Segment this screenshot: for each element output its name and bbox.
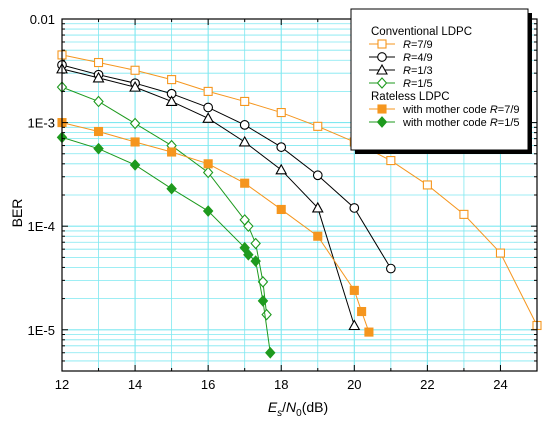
series-line [61, 136, 271, 353]
data-point [261, 308, 272, 321]
series-3 [56, 81, 272, 321]
tick-layer: 12 14 16 18 20 22 24 0.01 1E-3 1E-4 1E-5 [28, 12, 538, 392]
data-point [349, 203, 360, 213]
data-point [422, 180, 432, 190]
legend-marker [376, 116, 388, 128]
series-1 [57, 60, 396, 274]
y-tick-label: 1E-3 [28, 116, 55, 131]
data-point [129, 80, 142, 92]
data-point [243, 248, 254, 261]
data-point [93, 95, 104, 108]
data-point [385, 263, 396, 274]
x-axis-label-unit: (dB) [302, 399, 328, 415]
x-axis-label-slash: / [282, 399, 286, 415]
data-point [129, 117, 141, 130]
legend-marker [377, 52, 387, 62]
data-point [203, 102, 214, 113]
data-point [349, 285, 359, 295]
data-point [93, 142, 104, 155]
data-point [130, 65, 140, 75]
data-point [240, 96, 250, 106]
data-point [276, 204, 286, 215]
data-point [129, 159, 141, 171]
x-tick-label: 18 [274, 377, 288, 392]
data-point [93, 126, 104, 137]
legend-label: R=4/9 [403, 52, 433, 64]
x-tick-label: 22 [420, 377, 434, 392]
data-point [166, 182, 177, 195]
data-point [459, 209, 469, 219]
x-axis-label-n: N [286, 399, 297, 415]
data-point [130, 137, 140, 147]
data-point [167, 147, 177, 157]
legend-marker [376, 63, 388, 75]
legend-label: R=1/3 [403, 65, 433, 77]
x-tick-label: 14 [128, 377, 142, 392]
data-point [312, 170, 323, 181]
data-point [386, 156, 396, 166]
y-axis-label: BER [9, 199, 25, 228]
data-point [238, 135, 251, 147]
data-point [495, 248, 506, 258]
data-point [276, 108, 286, 118]
data-point [250, 237, 261, 250]
x-axis-label-sub-0: 0 [296, 408, 302, 419]
x-tick-label: 12 [55, 377, 69, 392]
legend-group-title: Conventional LDPC [371, 26, 472, 38]
data-point [92, 71, 105, 83]
data-point [275, 163, 288, 175]
x-tick-label: 16 [201, 377, 215, 392]
legend: Conventional LDPCR=7/9R=4/9R=1/3R=1/5Rat… [350, 8, 532, 154]
data-point [265, 346, 276, 359]
x-axis-label-e: E [268, 399, 278, 415]
data-point [311, 201, 324, 213]
legend-label: R=7/9 [403, 39, 433, 51]
data-point [257, 295, 269, 307]
data-point [239, 241, 250, 254]
data-point [240, 178, 250, 188]
data-point [167, 75, 177, 85]
legend-marker [376, 77, 388, 89]
data-point [276, 142, 287, 152]
data-point [203, 159, 213, 169]
x-axis-label-sub-s: s [277, 408, 282, 419]
x-axis-label: Es/N0(dB) [268, 399, 328, 419]
x-tick-label: 20 [347, 377, 361, 392]
data-point [364, 327, 374, 337]
data-point [357, 306, 367, 317]
series-line [61, 54, 538, 326]
data-point [239, 120, 250, 130]
data-point [348, 319, 361, 331]
y-tick-label: 1E-4 [28, 219, 55, 234]
series-line [61, 64, 392, 269]
data-point [202, 112, 215, 123]
data-point [257, 276, 269, 288]
legend-marker [377, 39, 387, 49]
data-point [165, 95, 178, 106]
data-point [93, 57, 104, 68]
legend-marker [377, 104, 387, 114]
data-point [243, 220, 254, 233]
legend-label: with mother code R=1/5 [402, 117, 520, 129]
y-tick-label: 0.01 [30, 12, 55, 27]
data-point [250, 255, 261, 267]
data-point [202, 205, 214, 217]
y-tick-label: 1E-5 [28, 323, 55, 338]
series-5 [56, 131, 276, 359]
legend-group-title: Rateless LDPC [371, 91, 450, 103]
data-point [202, 166, 214, 179]
legend-label: R=1/5 [403, 78, 433, 90]
data-point [313, 121, 323, 131]
data-point [313, 231, 323, 241]
legend-label: with mother code R=7/9 [402, 104, 520, 116]
data-point [203, 86, 213, 96]
x-tick-label: 24 [493, 377, 507, 392]
